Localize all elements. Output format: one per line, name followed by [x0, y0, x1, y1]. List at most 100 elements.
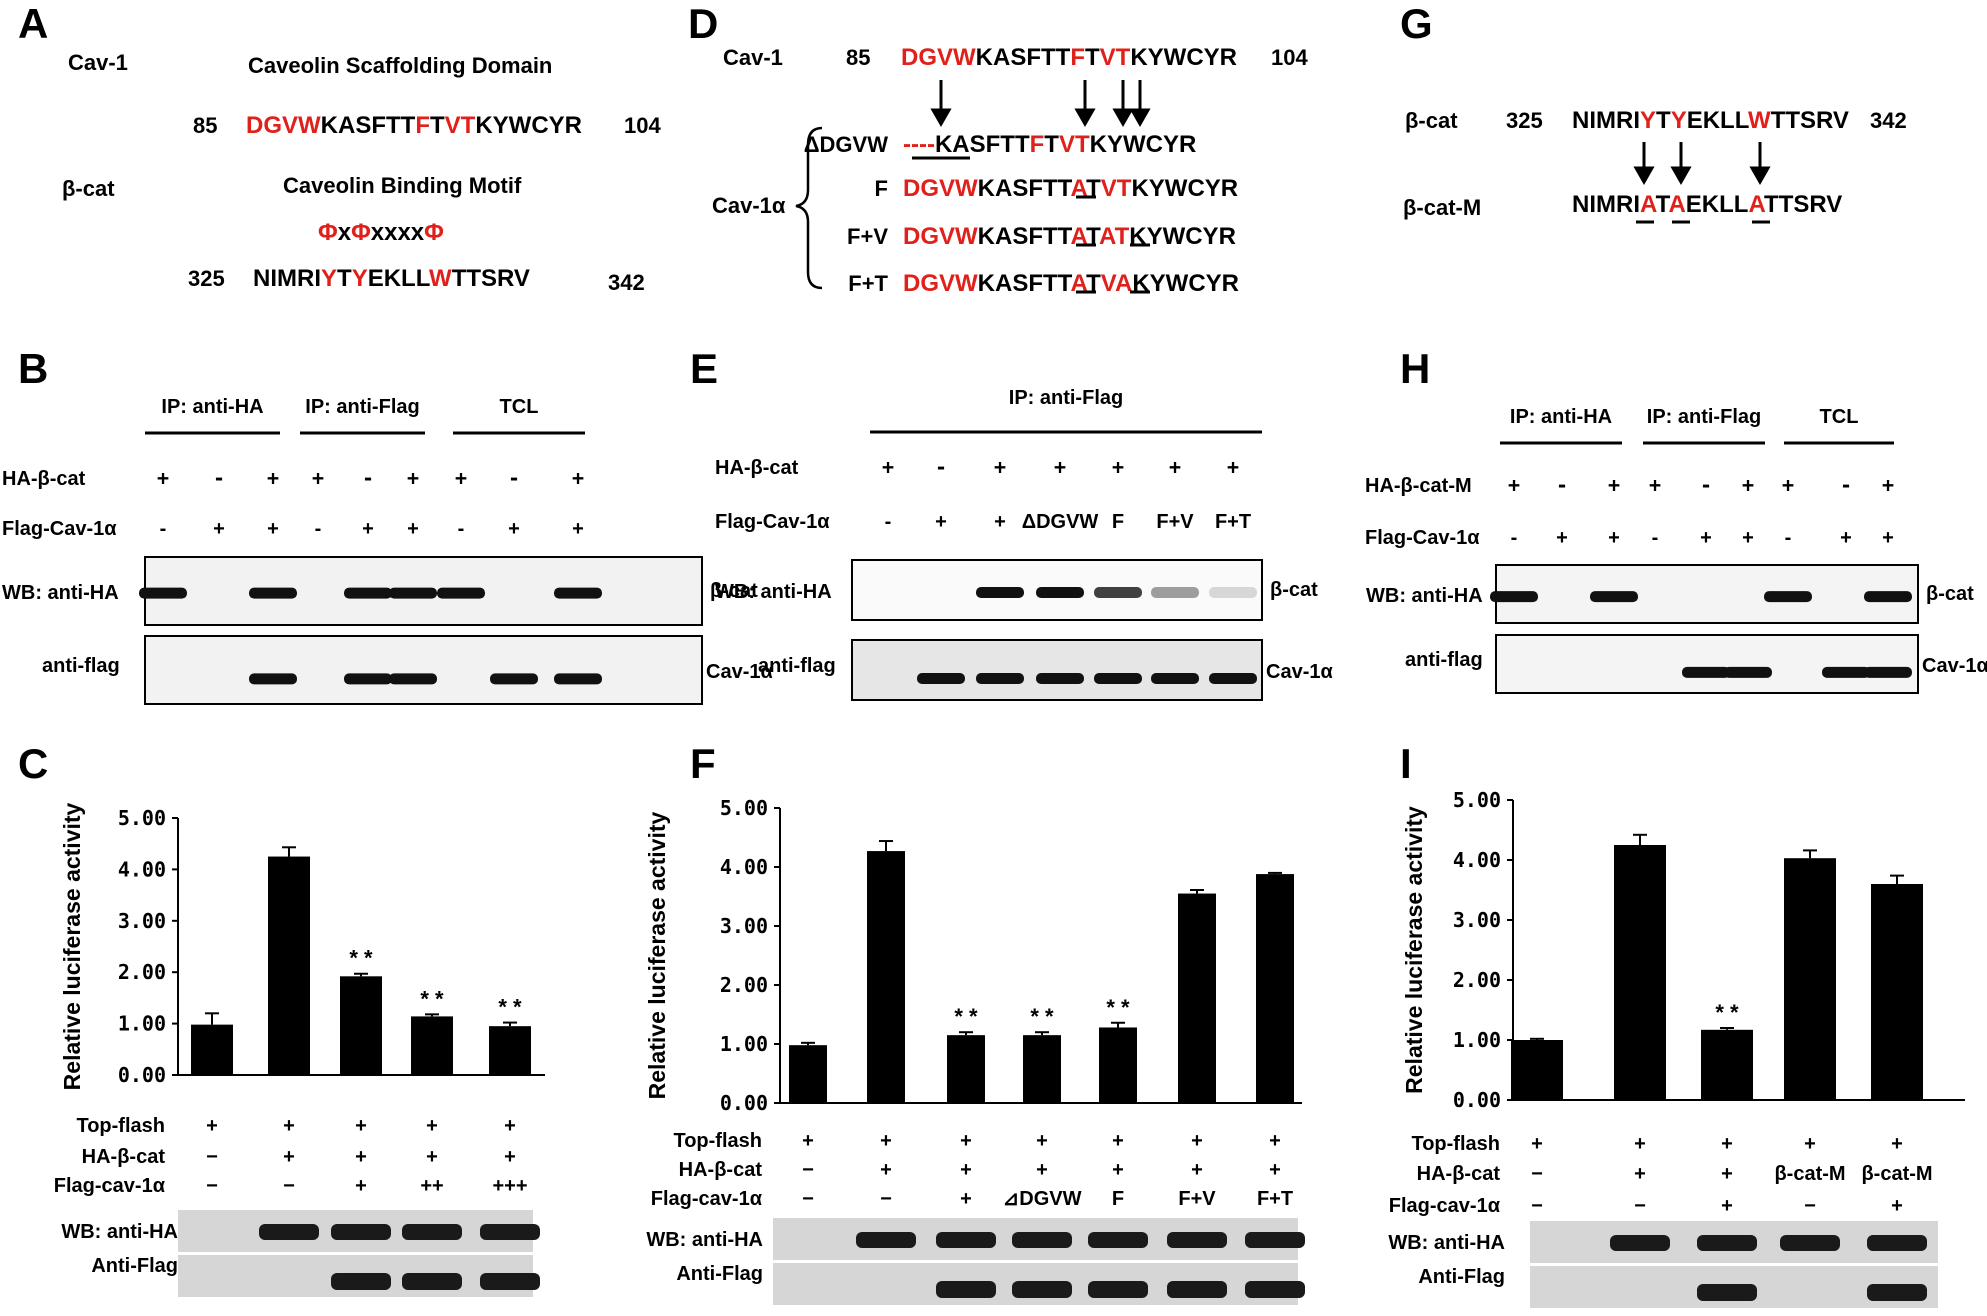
bar — [1256, 874, 1294, 1103]
bar — [1099, 1027, 1137, 1103]
condition-sign: + — [1269, 1130, 1281, 1152]
condition-label: HA-β-cat — [1417, 1163, 1501, 1185]
significance-label: * * — [349, 946, 373, 971]
g-bcat-end: 342 — [1870, 108, 1907, 133]
y-tick-label: 5.00 — [1453, 788, 1501, 812]
condition-label: HA-β-cat — [679, 1159, 763, 1181]
g-bcat-start: 325 — [1506, 108, 1543, 133]
band — [1088, 1281, 1148, 1298]
panel-letter-g: G — [1400, 0, 1433, 47]
condition-sign: − — [206, 1175, 218, 1197]
d-mutant-name: F+T — [848, 271, 888, 296]
panel-g: G β-cat 325 NIMRIYTYEKLLWTTSRV 342 β-cat… — [1400, 0, 1907, 224]
band — [1780, 1235, 1840, 1251]
wb-label: Anti-Flag — [1418, 1266, 1505, 1288]
d-mutant-row: F+T DGVWKASFTTATVAKYWCYR — [848, 270, 1239, 297]
lane-sign: + — [572, 518, 584, 540]
lane-sign: + — [1227, 455, 1239, 479]
band — [402, 1224, 462, 1240]
y-tick-label: 0.00 — [720, 1091, 768, 1115]
d-mutant-row: F+V DGVWKASFTTATATKYWCYR — [847, 223, 1236, 250]
row-label: Flag-Cav-1α — [1365, 527, 1480, 549]
band — [1036, 673, 1084, 684]
lane-sign: F+T — [1215, 511, 1251, 533]
d-cav1-start: 85 — [846, 45, 870, 70]
band — [1094, 587, 1142, 598]
y-tick-label: 1.00 — [118, 1012, 166, 1036]
lane-sign: + — [1742, 473, 1754, 497]
condition-sign: + — [1269, 1159, 1281, 1181]
row-label: HA-β-cat — [715, 457, 799, 479]
condition-sign: + — [426, 1146, 438, 1168]
bcat-end: 342 — [608, 270, 645, 295]
lane-sign: + — [1112, 455, 1124, 479]
bar — [1178, 893, 1216, 1103]
ip-header: IP: anti-Flag — [305, 396, 419, 418]
condition-sign: + — [802, 1130, 814, 1152]
d-group-brace — [795, 126, 823, 290]
d-mutant-sequence: DGVWKASFTTATATKYWCYR — [903, 223, 1236, 250]
panel-d: D Cav-1 85 DGVWKASFTTFTVTKYWCYR 104 Cav-… — [688, 0, 1308, 297]
lane-sign: + — [1508, 473, 1520, 497]
band — [344, 673, 392, 685]
band — [1012, 1281, 1072, 1298]
d-cav1-name: Cav-1 — [723, 45, 783, 70]
bar — [867, 851, 905, 1103]
lane-sign: + — [994, 511, 1006, 533]
lane-sign: + — [1742, 527, 1754, 549]
bar — [340, 976, 382, 1075]
lane-sign: - — [458, 518, 465, 540]
band — [976, 587, 1024, 598]
band — [249, 587, 297, 599]
lane-sign: + — [455, 466, 467, 490]
d-mutant-row: ΔDGVW ----KASFTTFTVTKYWCYR — [804, 131, 1197, 158]
lane-sign: - — [885, 511, 892, 533]
band — [1764, 591, 1812, 603]
wb-label: WB: anti-HA — [1388, 1232, 1505, 1254]
lane-sign: + — [1169, 455, 1181, 479]
lane-sign: + — [508, 518, 520, 540]
lane-sign: + — [1649, 473, 1661, 497]
condition-sign: + — [504, 1146, 516, 1168]
condition-sign: + — [355, 1146, 367, 1168]
bcat-name: β-cat — [62, 176, 115, 201]
g-bcat-name: β-cat — [1405, 108, 1458, 133]
d-cav1-sequence: DGVWKASFTTFTVTKYWCYR — [901, 44, 1237, 71]
band — [936, 1232, 996, 1248]
y-tick-label: 2.00 — [1453, 968, 1501, 992]
band — [554, 673, 602, 685]
d-mutant-sequence: DGVWKASFTTATVTKYWCYR — [903, 175, 1238, 202]
ip-header: TCL — [500, 396, 539, 418]
bcat-start: 325 — [188, 266, 225, 291]
lane-sign: + — [157, 466, 169, 490]
band — [1864, 666, 1912, 678]
band — [1012, 1232, 1072, 1248]
panel-letter: B — [18, 345, 48, 392]
band — [1682, 666, 1730, 678]
y-tick-label: 4.00 — [720, 855, 768, 879]
lane-sign: - — [362, 466, 374, 490]
panel-letter: F — [690, 740, 716, 787]
band-label: β-cat — [1270, 579, 1318, 601]
band — [480, 1273, 540, 1290]
lane-sign: + — [1054, 455, 1066, 479]
condition-sign: + — [880, 1130, 892, 1152]
ip-header: IP: anti-Flag — [1009, 387, 1123, 409]
bar — [268, 856, 310, 1075]
blot-box-flag — [851, 639, 1263, 701]
band — [1610, 1235, 1670, 1251]
panel-letter: E — [690, 345, 718, 392]
significance-label: * * — [498, 995, 522, 1020]
y-tick-label: 5.00 — [118, 806, 166, 830]
band — [490, 673, 538, 685]
wb-label: WB: anti-HA — [1366, 585, 1483, 607]
condition-sign: + — [1804, 1133, 1816, 1155]
d-mutant-row: F DGVWKASFTTATVTKYWCYR — [875, 175, 1239, 202]
panel-i: I 0.00 1.00 2.00 3.00 4.00 5.00 Relative lucife… — [1388, 740, 1965, 1308]
bar — [1614, 845, 1666, 1100]
band — [331, 1273, 391, 1290]
condition-sign: + — [1531, 1133, 1543, 1155]
lane-sign: + — [1556, 527, 1568, 549]
significance-label: * * — [1715, 1000, 1739, 1025]
g-arrows — [1633, 142, 1771, 186]
